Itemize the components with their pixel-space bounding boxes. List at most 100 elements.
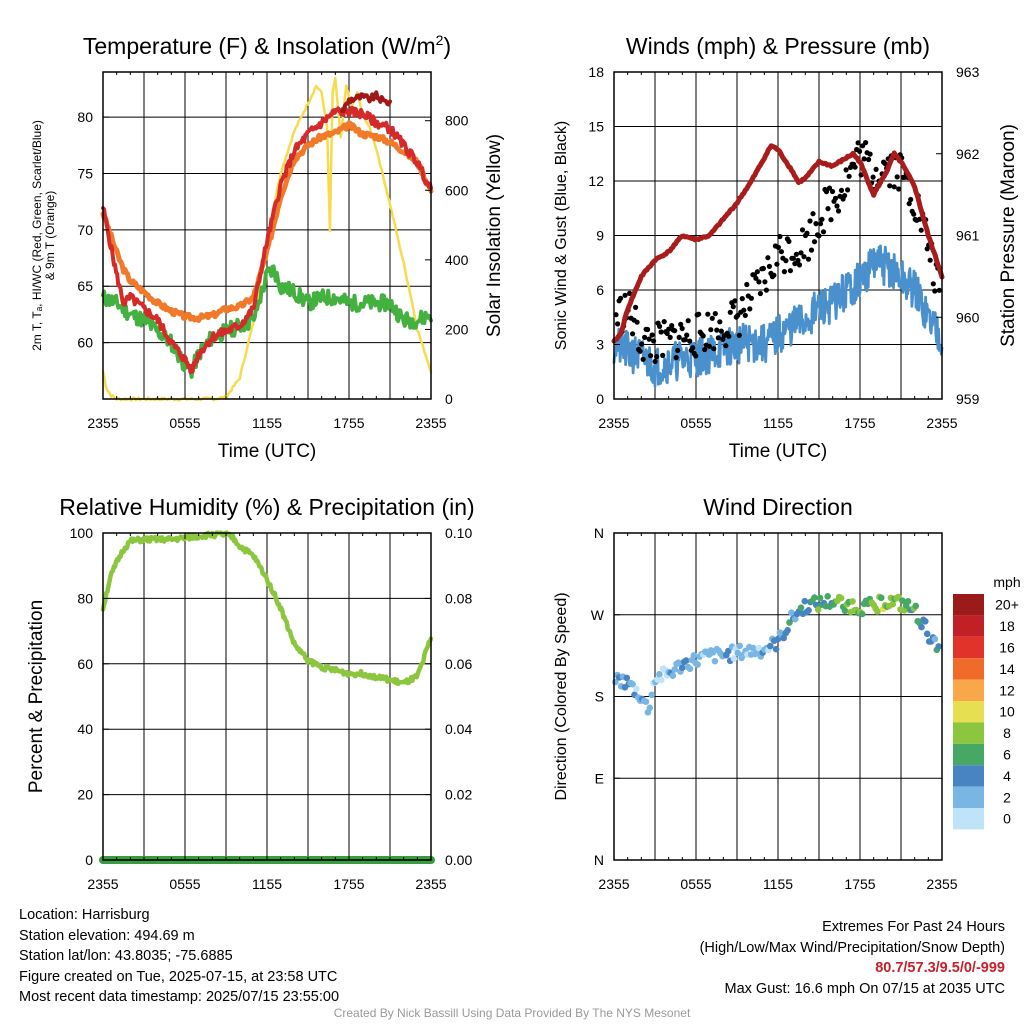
y-tick-label-right: 0.04 <box>445 721 472 737</box>
gust-point <box>739 296 745 302</box>
gust-point <box>828 217 834 223</box>
gust-point <box>748 295 755 301</box>
colorbar-label: 8 <box>1003 725 1011 741</box>
gust-point <box>672 328 678 334</box>
x-tick-label: 2355 <box>87 876 118 892</box>
gust-point <box>808 247 815 253</box>
direction-point <box>797 604 805 611</box>
gust-point <box>661 319 667 325</box>
gust-point <box>838 187 845 193</box>
gust-point <box>807 218 813 224</box>
temp-9m-line <box>100 120 434 323</box>
gust-point <box>811 239 818 245</box>
gust-point <box>823 189 830 195</box>
direction-point <box>878 594 885 602</box>
gust-point <box>918 227 924 233</box>
gust-point <box>842 193 848 199</box>
gust-point <box>715 335 721 341</box>
location-text: Location: Harrisburg <box>19 907 150 923</box>
dewpoint-line <box>101 264 433 379</box>
direction-point <box>824 593 831 600</box>
gust-point <box>706 343 712 349</box>
gust-point <box>801 254 807 260</box>
y-axis-label: Direction (Colored By Speed) <box>553 592 570 800</box>
gust-point <box>744 281 750 288</box>
gust-point <box>787 268 794 274</box>
gust-point <box>615 321 621 327</box>
gust-point <box>845 187 851 193</box>
direction-point <box>648 691 655 699</box>
y-tick-label-right: 963 <box>956 64 980 80</box>
colorbar-swatch <box>953 636 984 659</box>
gust-point <box>857 148 863 154</box>
gust-point <box>763 287 770 293</box>
y-tick-label: 60 <box>77 335 93 351</box>
gust-point <box>730 304 736 310</box>
direction-point <box>816 594 824 602</box>
gust-point <box>870 174 876 180</box>
x-axis-label: Time (UTC) <box>218 441 317 462</box>
gust-point <box>765 255 771 261</box>
direction-point <box>767 642 774 650</box>
gust-point <box>634 319 640 325</box>
gust-point <box>866 156 872 163</box>
gust-point <box>799 227 806 233</box>
gust-point <box>654 354 660 360</box>
colorbar-swatch <box>953 701 984 723</box>
colorbar-swatch <box>953 679 984 701</box>
y-tick-label: 65 <box>77 278 93 294</box>
y-tick-label-right: 0 <box>445 391 453 407</box>
x-tick-label: 1155 <box>252 415 282 431</box>
direction-point <box>841 607 849 615</box>
gust-point <box>778 249 785 255</box>
gust-point <box>882 161 888 167</box>
x-axis-label: Time (UTC) <box>729 441 828 462</box>
y-tick-label: 6 <box>596 282 604 298</box>
direction-point <box>675 659 682 666</box>
chart-title: Temperature (F) & Insolation (W/m2) <box>83 32 451 59</box>
gust-point <box>816 233 822 239</box>
y-tick-label: 9 <box>596 228 604 244</box>
recent-data-text: Most recent data timestamp: 2025/07/15 2… <box>19 989 340 1005</box>
direction-point <box>633 685 640 693</box>
y-tick-label: 20 <box>77 787 93 803</box>
direction-point <box>725 647 732 655</box>
y-axis-label: 2m T, Tₐ, HI/WC (Red, Green, Scarlet/Blu… <box>30 120 57 351</box>
gust-point <box>795 257 801 263</box>
gust-point <box>742 312 748 318</box>
gust-point <box>817 221 824 227</box>
direction-point <box>629 680 636 688</box>
gust-point <box>936 287 942 293</box>
colorbar-label: 6 <box>1003 747 1011 763</box>
y-tick-label-right: 0.10 <box>445 525 472 541</box>
gust-point <box>627 290 633 296</box>
colorbar-label: 2 <box>1003 789 1011 805</box>
y-axis-label-right: Solar Insolation (Yellow) <box>484 134 505 337</box>
gust-point <box>867 151 873 157</box>
x-tick-label: 2355 <box>926 415 957 431</box>
chart-title: Winds (mph) & Pressure (mb) <box>626 33 930 59</box>
x-tick-label: 1755 <box>844 415 875 431</box>
gust-point <box>820 229 827 235</box>
gust-point <box>832 195 839 201</box>
colorbar-swatch <box>953 808 984 830</box>
x-tick-label: 1155 <box>763 876 793 892</box>
gust-point <box>855 140 861 146</box>
x-tick-label: 2355 <box>598 876 629 892</box>
max-gust-text: Max Gust: 16.6 mph On 07/15 at 2035 UTC <box>724 980 1005 997</box>
y-tick-label: N <box>594 525 604 541</box>
gust-point <box>630 331 636 337</box>
gust-point <box>618 295 624 301</box>
gust-point <box>709 315 715 321</box>
colorbar-label: 0 <box>1003 811 1011 827</box>
y-tick-label: 80 <box>77 590 93 606</box>
gust-point <box>762 279 768 285</box>
y-tick-label-right: 961 <box>956 228 980 244</box>
y-tick-label-right: 400 <box>445 252 469 268</box>
temp-2m-line <box>101 105 433 375</box>
gust-point <box>685 318 691 324</box>
direction-point <box>734 649 742 657</box>
gust-point <box>622 292 628 298</box>
y-tick-label-right: 800 <box>445 113 469 129</box>
gust-point <box>673 355 679 361</box>
